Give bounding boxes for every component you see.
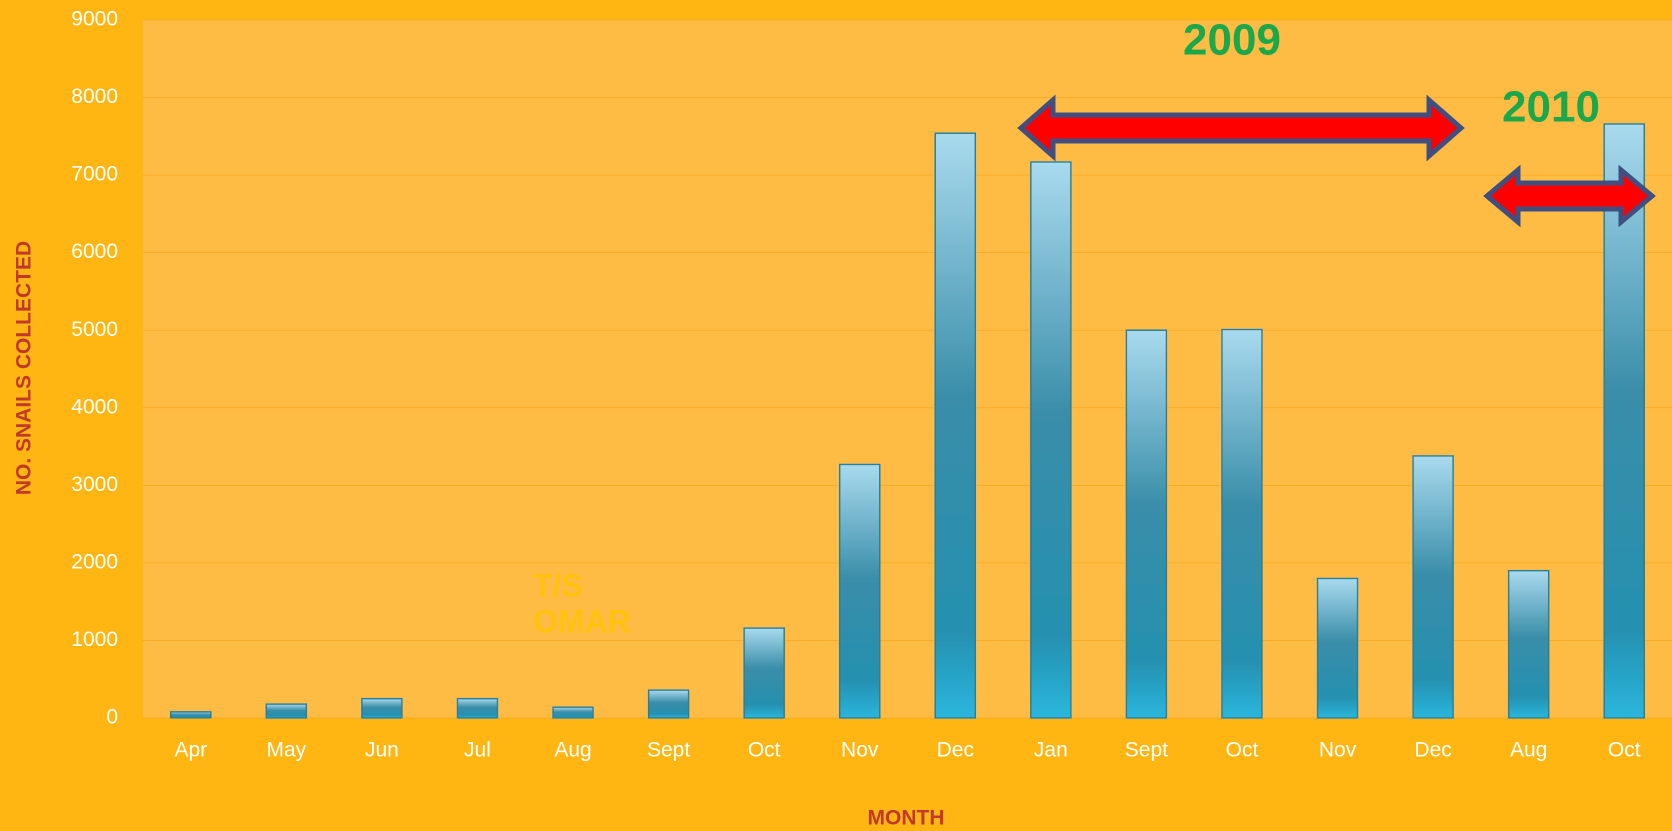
bar (934, 132, 977, 719)
bar (1030, 161, 1072, 719)
y-tick-label: 9000 (71, 8, 118, 31)
x-tick-label: Oct (1226, 739, 1259, 762)
x-tick-label: Apr (174, 739, 207, 762)
bar (552, 706, 594, 719)
storm-label: OMAR (533, 603, 631, 639)
bar (1603, 123, 1646, 719)
bar (1221, 328, 1263, 719)
bar (1316, 577, 1359, 719)
y-tick-label: 8000 (71, 85, 118, 108)
bar (838, 463, 881, 719)
x-tick-label: Aug (554, 739, 591, 762)
bar (1412, 455, 1454, 719)
x-tick-label: Dec (937, 739, 974, 762)
x-tick-label: Nov (841, 739, 879, 762)
y-tick-label: 3000 (71, 473, 118, 496)
x-tick-label: May (267, 739, 307, 762)
bar (361, 697, 403, 719)
bar (1507, 569, 1550, 719)
y-tick-label: 2000 (71, 550, 118, 573)
y-axis-label: NO. SNAILS COLLECTED (13, 241, 36, 495)
x-tick-label: Dec (1414, 739, 1451, 762)
x-tick-label: Oct (748, 739, 781, 762)
bars (169, 123, 1646, 719)
x-tick-label: Jun (365, 739, 399, 762)
y-tick-label: 6000 (71, 240, 118, 263)
y-tick-label: 1000 (71, 628, 118, 651)
x-tick-label: Jul (464, 739, 491, 762)
bar (743, 627, 785, 719)
storm-label: T/S (533, 567, 583, 603)
y-tick-label: 7000 (71, 163, 118, 186)
year-label: 2010 (1502, 83, 1600, 132)
y-tick-label: 4000 (71, 395, 118, 418)
year-label: 2009 (1183, 16, 1281, 65)
x-tick-label: Oct (1608, 739, 1641, 762)
bar (169, 711, 212, 719)
arrow-2009 (1017, 94, 1465, 162)
grid (143, 19, 1672, 719)
x-tick-label: Nov (1319, 739, 1357, 762)
x-tick-label: Sept (647, 739, 690, 762)
arrow-2010 (1483, 164, 1656, 228)
bar (456, 697, 499, 719)
bar (265, 703, 308, 719)
bar (647, 689, 690, 719)
bar (1125, 329, 1168, 719)
x-axis-label: MONTH (868, 807, 945, 830)
y-tick-label: 5000 (71, 318, 118, 341)
y-tick-label: 0 (106, 706, 118, 729)
x-tick-label: Aug (1510, 739, 1547, 762)
x-tick-label: Sept (1125, 739, 1168, 762)
x-tick-label: Jan (1034, 739, 1068, 762)
